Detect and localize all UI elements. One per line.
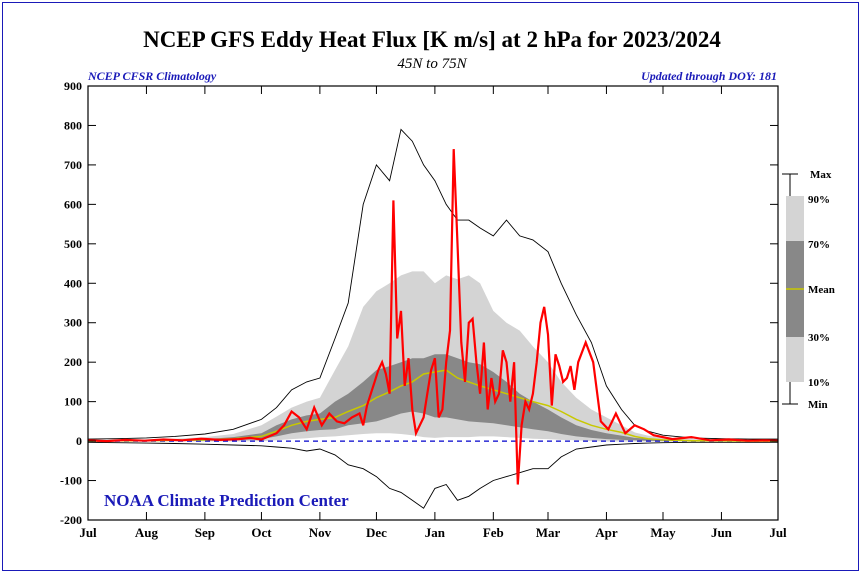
current-season-line <box>88 149 778 485</box>
update-note: Updated through DOY: 181 <box>641 69 777 83</box>
x-tick-label: Jul <box>769 525 787 540</box>
band-30-70 <box>88 354 778 442</box>
x-tick-label: Aug <box>135 525 159 540</box>
legend-label-p10: 10% <box>808 377 830 389</box>
x-tick-label: Mar <box>536 525 561 540</box>
x-tick-label: Jun <box>711 525 733 540</box>
chart-subtitle: 45N to 75N <box>397 56 467 72</box>
legend-label-p70: 70% <box>808 239 830 251</box>
y-tick-label: 200 <box>64 355 82 369</box>
x-tick-label: Apr <box>595 525 618 540</box>
y-tick-label: 100 <box>64 395 82 409</box>
axis-ticks: -200 -100 0 100 200 300 400 500 600 700 800 900 Jul A… <box>60 79 787 540</box>
x-tick-label: Feb <box>483 525 504 540</box>
x-tick-label: Jan <box>425 525 446 540</box>
climatology-note: NCEP CFSR Climatology <box>87 69 217 83</box>
x-tick-label: May <box>650 525 676 540</box>
y-tick-label: -100 <box>60 474 82 488</box>
y-tick-label: 700 <box>64 158 82 172</box>
x-tick-label: Nov <box>309 525 332 540</box>
legend-label-mean: Mean <box>808 284 835 296</box>
y-tick-label: -200 <box>60 513 82 527</box>
chart-frame <box>2 2 859 571</box>
y-tick-label: 800 <box>64 118 82 132</box>
x-tick-label: Jul <box>79 525 97 540</box>
credit-label: NOAA Climate Prediction Center <box>104 491 349 510</box>
legend-label-p30: 30% <box>808 332 830 344</box>
x-tick-label: Dec <box>366 525 387 540</box>
max-line <box>88 128 778 440</box>
chart-title: NCEP GFS Eddy Heat Flux [K m/s] at 2 hPa… <box>143 27 721 52</box>
x-tick-label: Oct <box>251 525 272 540</box>
y-tick-label: 0 <box>76 434 82 448</box>
x-tick-label: Sep <box>195 525 215 540</box>
y-tick-label: 400 <box>64 276 82 290</box>
legend-label-max: Max <box>810 169 832 181</box>
legend-label-min: Min <box>808 399 828 411</box>
legend: Max 90% 70% Mean 30% 10% Min <box>782 169 835 411</box>
y-tick-label: 900 <box>64 79 82 93</box>
plot-layer <box>88 128 778 509</box>
plot-border <box>87 85 779 521</box>
min-line <box>88 441 778 509</box>
legend-label-p90: 90% <box>808 194 830 206</box>
y-tick-label: 600 <box>64 197 82 211</box>
y-tick-label: 500 <box>64 237 82 251</box>
y-tick-label: 300 <box>64 316 82 330</box>
